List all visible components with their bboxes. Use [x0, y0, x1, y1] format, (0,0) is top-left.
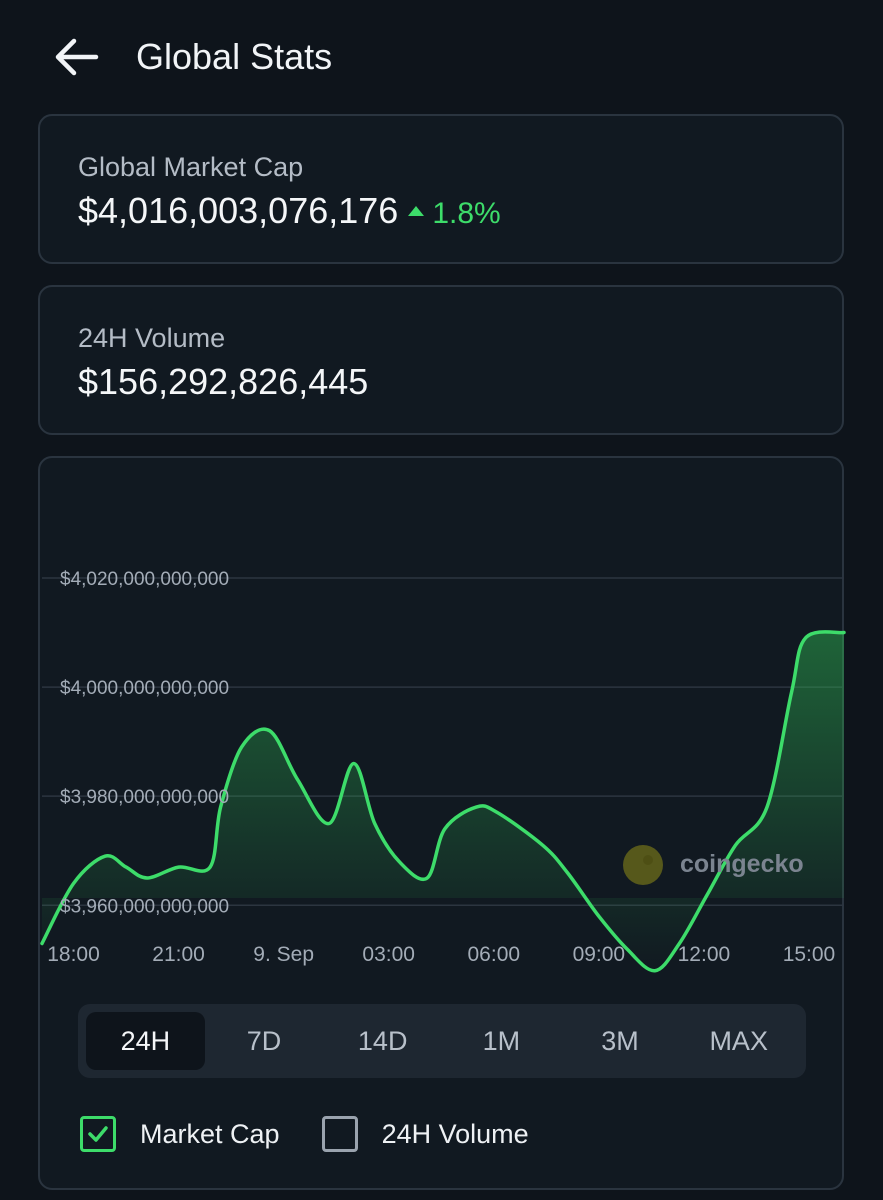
time-range-selector: 24H 7D 14D 1M 3M MAX: [78, 1004, 806, 1078]
y-tick-label: $3,980,000,000,000: [60, 787, 229, 808]
coingecko-watermark-text: coingecko: [680, 850, 804, 878]
chart-area: [42, 631, 844, 971]
coingecko-logo-icon: [623, 845, 663, 885]
range-tab-24h[interactable]: 24H: [86, 1012, 205, 1070]
x-tick-label: 9. Sep: [253, 943, 314, 966]
chart-legend: Market Cap 24H Volume: [80, 1116, 571, 1152]
x-tick-label: 03:00: [362, 943, 415, 966]
y-tick-label: $4,020,000,000,000: [60, 569, 229, 590]
range-tab-7d[interactable]: 7D: [246, 1025, 282, 1056]
x-tick-label: 21:00: [152, 943, 205, 966]
chart-line: [40, 630, 846, 973]
arrow-left-icon: [55, 38, 99, 76]
market-cap-change-value: 1.8%: [432, 197, 501, 230]
range-tab-14d[interactable]: 14D: [357, 1025, 408, 1056]
x-tick-label: 18:00: [47, 943, 100, 966]
volume-card: 24H Volume $156,292,826,445: [38, 285, 844, 435]
x-tick-label: 12:00: [678, 943, 731, 966]
legend-checkbox-0[interactable]: [80, 1116, 116, 1152]
y-tick-label: $4,000,000,000,000: [60, 678, 229, 699]
triangle-up-icon: [408, 206, 425, 217]
y-tick-label: $3,960,000,000,000: [60, 896, 229, 917]
market-cap-value: $4,016,003,076,176: [78, 190, 399, 231]
volume-label: 24H Volume: [78, 323, 226, 353]
market-cap-value-row: $4,016,003,076,176 1.8%: [78, 190, 501, 232]
legend-label-1[interactable]: 24H Volume: [381, 1118, 529, 1149]
checkmark-icon: [88, 1126, 108, 1142]
legend-label-0[interactable]: Market Cap: [140, 1118, 280, 1149]
x-tick-label: 09:00: [573, 943, 626, 966]
volume-value: $156,292,826,445: [78, 361, 369, 402]
page-title: Global Stats: [136, 36, 333, 77]
market-cap-label: Global Market Cap: [78, 152, 304, 182]
market-cap-card: Global Market Cap $4,016,003,076,176 1.8%: [38, 114, 844, 264]
range-tab-max[interactable]: MAX: [709, 1025, 768, 1056]
x-tick-label: 06:00: [468, 943, 521, 966]
range-tab-1m[interactable]: 1M: [482, 1025, 521, 1056]
market-cap-change: 1.8%: [408, 197, 501, 230]
coingecko-watermark: coingecko: [623, 845, 804, 885]
market-cap-chart[interactable]: $4,020,000,000,000 $4,000,000,000,000 $3,9…: [40, 458, 846, 998]
range-tab-3m[interactable]: 3M: [601, 1025, 639, 1056]
x-tick-label: 15:00: [783, 943, 836, 966]
header: Global Stats: [0, 0, 883, 112]
chart-card: $4,020,000,000,000 $4,000,000,000,000 $3,9…: [38, 456, 846, 1190]
coingecko-logo-eye: [643, 855, 653, 865]
back-button[interactable]: [52, 34, 102, 80]
legend-checkbox-1[interactable]: [321, 1116, 358, 1152]
